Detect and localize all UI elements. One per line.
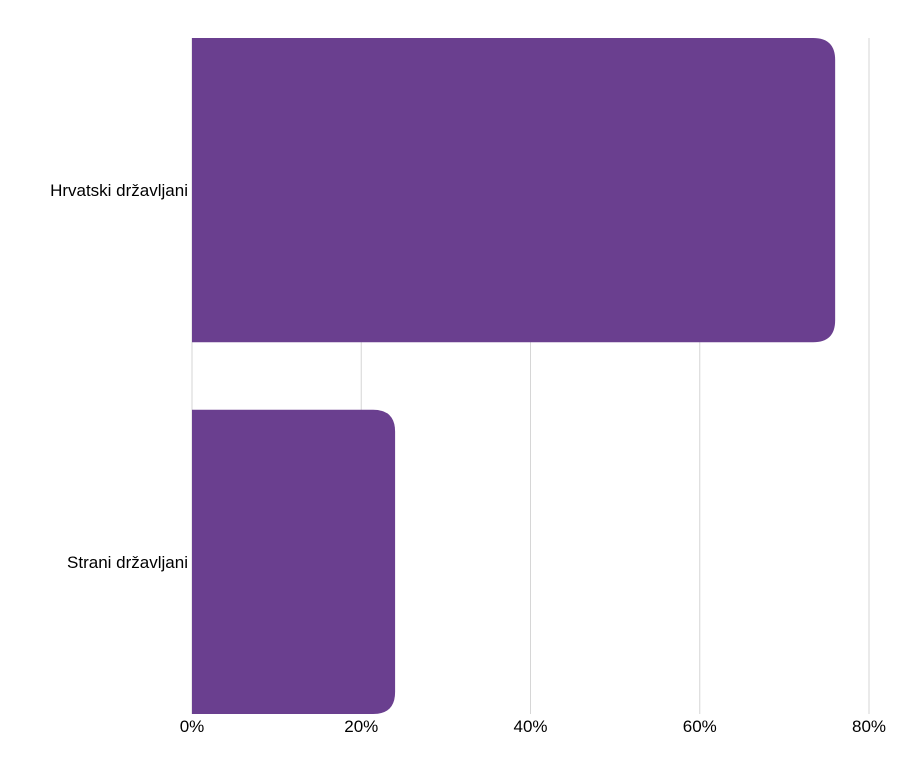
- category-label: Hrvatski državljani: [50, 181, 188, 200]
- x-tick-label: 20%: [344, 717, 378, 736]
- category-labels: Hrvatski državljani Strani državljani: [50, 181, 188, 572]
- x-tick-label: 60%: [683, 717, 717, 736]
- x-tick-label: 40%: [513, 717, 547, 736]
- bar-1: [192, 409, 396, 714]
- bar-0: [192, 38, 836, 343]
- bars: [192, 38, 836, 714]
- x-tick-label: 80%: [852, 717, 886, 736]
- x-axis-tick-labels: 0% 20% 40% 60% 80%: [180, 717, 886, 736]
- x-tick-label: 0%: [180, 717, 205, 736]
- category-label: Strani državljani: [67, 553, 188, 572]
